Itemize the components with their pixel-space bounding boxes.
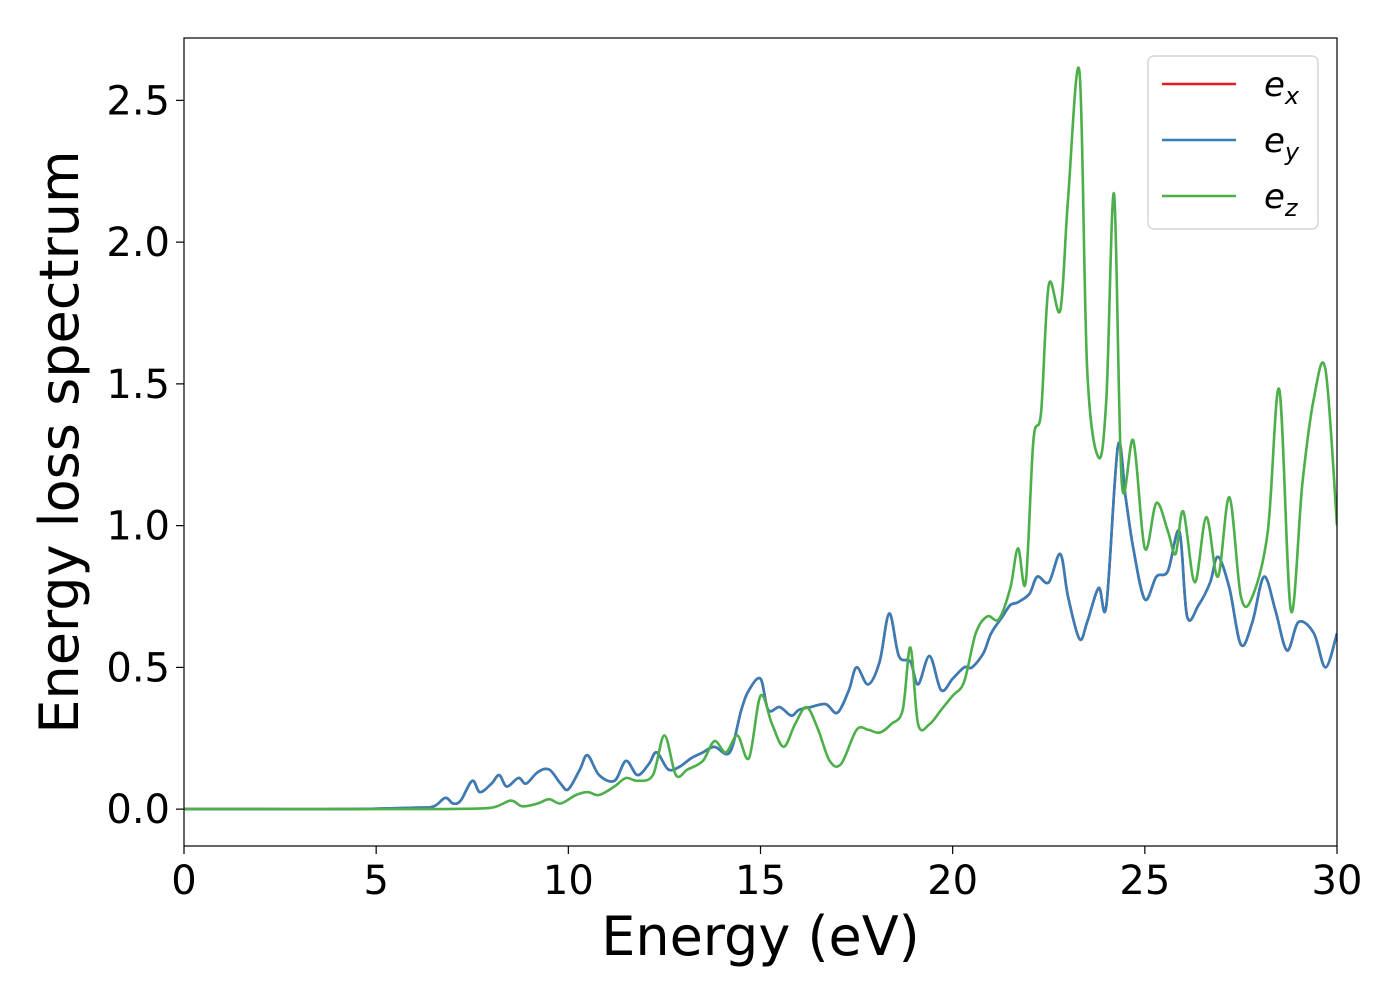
series-layer	[184, 66, 1337, 811]
x-tick-label: 10	[543, 858, 594, 904]
legend-label-z: ez	[1264, 177, 1299, 222]
y-tick-label: 2.0	[106, 220, 170, 266]
series-line-z	[184, 66, 1337, 811]
x-tick-label: 5	[363, 858, 388, 904]
y-tick-label: 1.5	[106, 362, 170, 408]
x-tick-label: 0	[171, 858, 196, 904]
x-tick-label: 20	[927, 858, 978, 904]
legend-label-x: ex	[1264, 65, 1300, 110]
x-axis-label: Energy (eV)	[601, 905, 920, 968]
series-line-y	[184, 441, 1337, 811]
legend: ex ey ez	[1147, 55, 1319, 230]
y-axis: 0.0 0.5 1.0 1.5 2.0 2.5	[106, 78, 184, 833]
series-line-x	[184, 441, 1337, 811]
y-tick-label: 2.5	[106, 78, 170, 124]
x-tick-label: 25	[1119, 858, 1170, 904]
y-tick-label: 1.0	[106, 504, 170, 550]
legend-label-y: ey	[1264, 121, 1300, 166]
x-tick-label: 15	[735, 858, 786, 904]
x-tick-label: 30	[1312, 858, 1363, 904]
y-tick-label: 0.5	[106, 645, 170, 691]
y-tick-label: 0.0	[106, 787, 170, 833]
x-axis: 0 5 10 15 20 25 30	[171, 846, 1362, 904]
legend-box	[1147, 55, 1319, 230]
y-axis-label: Energy loss spectrum	[28, 150, 91, 733]
